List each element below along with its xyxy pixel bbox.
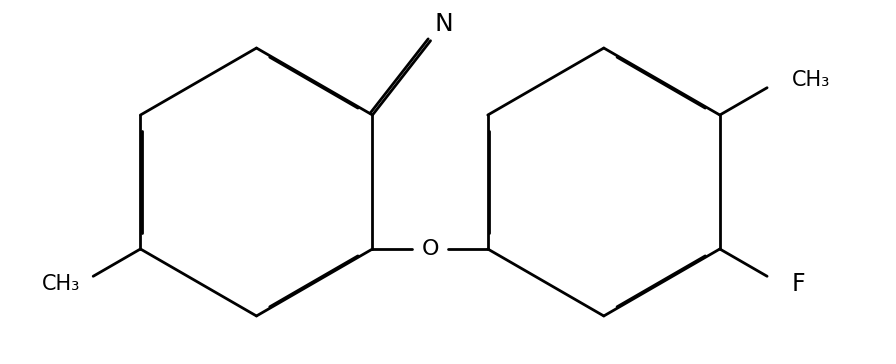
Text: CH₃: CH₃ <box>792 70 831 90</box>
Text: CH₃: CH₃ <box>42 274 81 294</box>
Text: N: N <box>435 12 453 36</box>
Text: F: F <box>792 272 806 296</box>
Text: O: O <box>421 239 439 259</box>
